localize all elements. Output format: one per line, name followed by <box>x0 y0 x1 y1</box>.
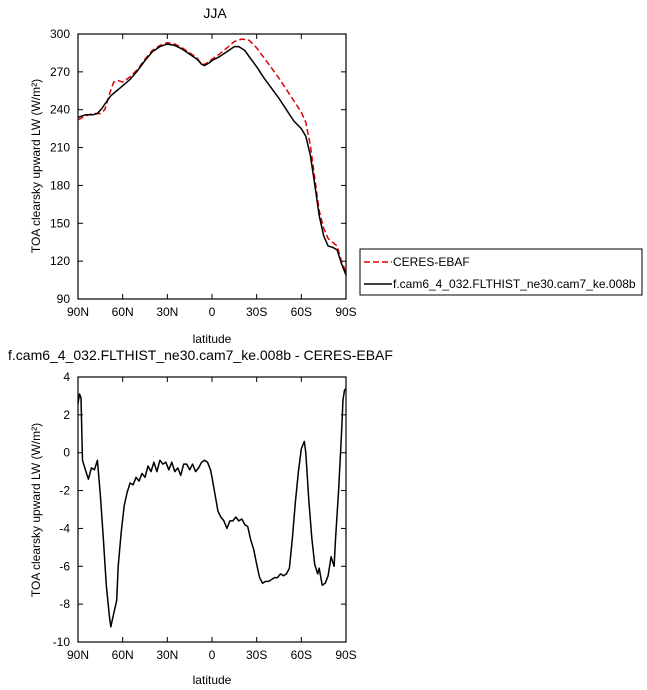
legend-label-ceres: CERES-EBAF <box>393 255 470 269</box>
bot-y-tick-label: -2 <box>59 484 70 498</box>
bot-x-tick-label: 60S <box>291 648 312 662</box>
top-panel: JJA 90N 60N 30N 0 30S 60S 90S 90 120 150 180 210 240… <box>29 5 357 346</box>
top-series-group <box>77 38 347 276</box>
bot-y-tick-label: -8 <box>59 597 70 611</box>
top-y-tick-label: 120 <box>50 254 70 268</box>
bottom-series-group <box>77 387 347 628</box>
bottom-tick-labels: 90N 60N 30N 0 30S 60S 90S -10 -8 -6 -4 -2 0 2 4 <box>53 370 357 662</box>
top-y-axis-label: TOA clearsky upward LW (W/m²) <box>29 79 43 253</box>
legend-box <box>359 248 643 296</box>
bot-y-tick-label: 4 <box>63 370 70 384</box>
bot-x-tick-label: 90S <box>335 648 356 662</box>
top-y-tick-label: 270 <box>50 65 70 79</box>
bot-y-tick-label: -6 <box>59 559 70 573</box>
top-y-tick-label: 180 <box>50 178 70 192</box>
top-chart-title: JJA <box>203 5 227 21</box>
top-x-tick-label: 60N <box>112 305 134 319</box>
bottom-y-axis-label: TOA clearsky upward LW (W/m²) <box>29 423 43 597</box>
bottom-x-axis-label: latitude <box>193 673 232 687</box>
bot-x-tick-label: 90N <box>67 648 89 662</box>
bot-x-tick-label: 30N <box>156 648 178 662</box>
top-x-tick-label: 60S <box>291 305 312 319</box>
bot-y-tick-label: 2 <box>63 408 70 422</box>
legend-label-model: f.cam6_4_032.FLTHIST_ne30.cam7_ke.008b <box>393 277 636 291</box>
bottom-axis-ticks <box>77 376 347 643</box>
top-tick-labels: 90N 60N 30N 0 30S 60S 90S 90 120 150 180 210 240 270 3… <box>50 27 357 319</box>
bot-y-tick-label: -4 <box>59 521 70 535</box>
top-axis-ticks <box>77 33 347 300</box>
top-x-axis-label: latitude <box>193 332 232 346</box>
top-x-tick-label: 30N <box>156 305 178 319</box>
top-x-tick-label: 30S <box>246 305 267 319</box>
bot-series-line-0 <box>77 387 347 628</box>
top-x-tick-label: 90S <box>335 305 356 319</box>
top-series-line-1 <box>77 43 347 276</box>
bot-x-tick-label: 0 <box>209 648 216 662</box>
legend: CERES-EBAF f.cam6_4_032.FLTHIST_ne30.cam… <box>359 248 643 296</box>
top-x-tick-label: 90N <box>67 305 89 319</box>
top-y-tick-label: 300 <box>50 27 70 41</box>
bot-y-tick-label: 0 <box>63 446 70 460</box>
top-y-tick-label: 90 <box>57 292 71 306</box>
top-plot-frame <box>77 33 347 300</box>
top-y-tick-label: 210 <box>50 141 70 155</box>
top-x-tick-label: 0 <box>209 305 216 319</box>
top-y-tick-label: 150 <box>50 216 70 230</box>
top-y-tick-label: 240 <box>50 103 70 117</box>
bot-x-tick-label: 60N <box>112 648 134 662</box>
bottom-panel: f.cam6_4_032.FLTHIST_ne30.cam7_ke.008b -… <box>8 347 393 687</box>
bot-y-tick-label: -10 <box>53 635 71 649</box>
bot-x-tick-label: 30S <box>246 648 267 662</box>
bottom-chart-title: f.cam6_4_032.FLTHIST_ne30.cam7_ke.008b -… <box>8 347 393 363</box>
bottom-plot-frame <box>77 376 347 643</box>
top-series-line-0 <box>77 38 347 273</box>
